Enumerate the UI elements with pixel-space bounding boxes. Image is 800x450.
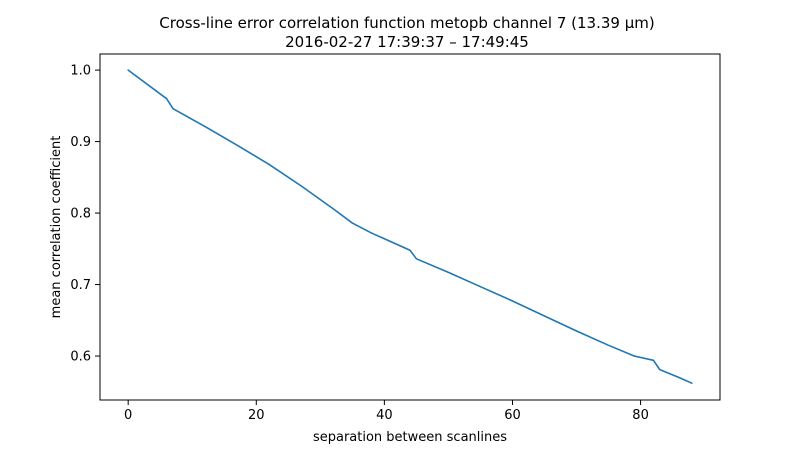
x-tick-label: 40 <box>376 408 393 423</box>
y-tick-label: 0.8 <box>70 207 91 222</box>
y-tick-label: 0.9 <box>70 135 91 150</box>
x-tick-label: 80 <box>632 408 649 423</box>
y-axis-label: mean correlation coefficient <box>49 136 64 319</box>
y-tick-label: 1.0 <box>70 64 91 79</box>
plot-frame <box>99 53 721 401</box>
x-tick-label: 20 <box>248 408 265 423</box>
data-series <box>127 69 693 385</box>
axis-ticks: 0 20 40 60 80 0.6 0.7 0.8 0.9 1.0 <box>70 64 649 423</box>
x-axis-label: separation between scanlines <box>313 430 507 445</box>
x-tick-label: 60 <box>504 408 521 423</box>
chart-title: Cross-line error correlation function me… <box>159 14 654 32</box>
series-line <box>127 69 693 385</box>
y-tick-label: 0.7 <box>70 278 91 293</box>
y-tick-label: 0.6 <box>70 350 91 365</box>
x-tick-label: 0 <box>124 408 132 423</box>
chart-subtitle: 2016-02-27 17:39:37 – 17:49:45 <box>285 33 529 51</box>
